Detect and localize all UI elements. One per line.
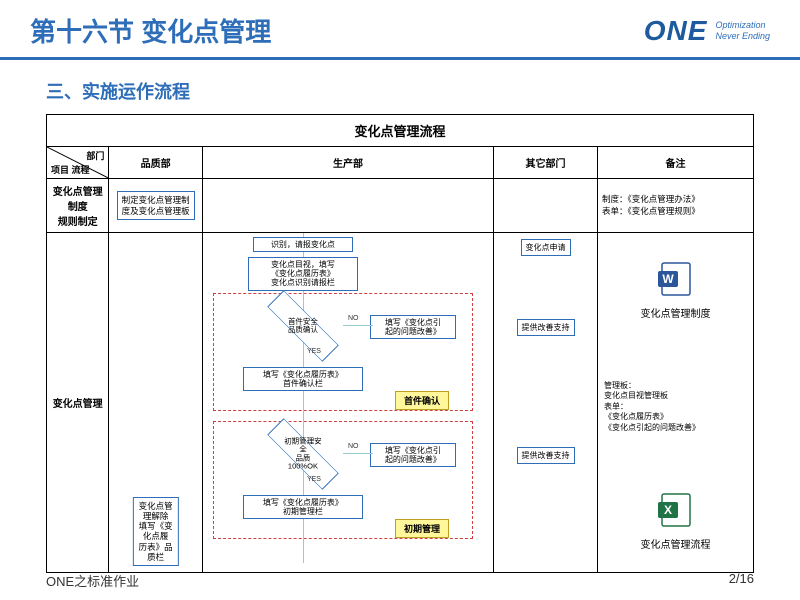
- diag-bottom-label: 项目 流程: [51, 163, 90, 176]
- node-issue2: 填写《变化点引 起的问题改善》: [370, 443, 456, 467]
- logo-text: ONE: [644, 15, 708, 47]
- badge-first: 首件确认: [395, 391, 449, 410]
- qc-policy-box: 制定变化点管理制 度及变化点管理板: [117, 191, 195, 219]
- footer-right: 2/16: [729, 571, 754, 590]
- line-no1: [343, 325, 373, 326]
- diamond-initial-check: 初期管理安全 品质100%OK: [264, 433, 342, 475]
- diag-header-cell: 部门 项目 流程: [47, 147, 109, 179]
- footer-left: ONE之标准作业: [46, 571, 139, 590]
- note1-line1: 制度：《变化点管理办法》: [602, 194, 749, 205]
- row2-label: 变化点管理: [47, 233, 109, 573]
- table-main-header: 变化点管理流程: [47, 115, 754, 147]
- note1-line2: 表单：《变化点管理规则》: [602, 206, 749, 217]
- row1-other-cell: [494, 179, 598, 233]
- page-title: 第十六节 变化点管理: [30, 12, 271, 49]
- badge-initial: 初期管理: [395, 519, 449, 538]
- col-header-qc: 品质部: [109, 147, 203, 179]
- tagline-line2: Never Ending: [715, 31, 770, 42]
- node-issue1: 填写《变化点引 起的问题改善》: [370, 315, 456, 339]
- excel-icon: X: [656, 490, 696, 530]
- other-support1-box: 提供改善支持: [517, 319, 575, 336]
- row1-prod-cell: [202, 179, 493, 233]
- flow-table-wrap: 变化点管理流程 部门 项目 流程 品质部 生产部 其它部门 备注 变化点管理制度…: [46, 114, 754, 573]
- col-header-prod: 生产部: [202, 147, 493, 179]
- section-title: 三、实施运作流程: [0, 60, 800, 114]
- flow-table: 变化点管理流程 部门 项目 流程 品质部 生产部 其它部门 备注 变化点管理制度…: [46, 114, 754, 573]
- row1-label: 变化点管理制度 规则制定: [47, 179, 109, 233]
- diag-top-label: 部门: [86, 149, 104, 162]
- row1-note-cell: 制度：《变化点管理办法》 表单：《变化点管理规则》: [598, 179, 754, 233]
- page-footer: ONE之标准作业 2/16: [0, 571, 800, 590]
- logo-block: ONE Optimization Never Ending: [644, 15, 770, 47]
- label-no-2: NO: [348, 443, 359, 450]
- logo-tagline: Optimization Never Ending: [715, 20, 770, 42]
- node-fill-initial: 填写《变化点履历表》 初期管理栏: [243, 495, 363, 519]
- svg-text:X: X: [663, 503, 671, 517]
- label-yes-1: YES: [307, 348, 321, 355]
- node-visualize: 变化点目视，填写 《变化点履历表》 变化点识别请报栏: [248, 257, 358, 291]
- label-yes-2: YES: [307, 476, 321, 483]
- note-doc1-block: W 变化点管理制度: [604, 259, 747, 320]
- col-header-other: 其它部门: [494, 147, 598, 179]
- other-support2-box: 提供改善支持: [517, 447, 575, 464]
- row2-note-cell: W 变化点管理制度 管理板： 变化点目视管理板 表单： 《变化点履历表》 《变化…: [598, 233, 754, 573]
- word-icon: W: [656, 259, 696, 299]
- diamond-first-check: 首件安全 品质确认: [264, 305, 342, 347]
- row1-qc-cell: 制定变化点管理制 度及变化点管理板: [109, 179, 203, 233]
- page-header: 第十六节 变化点管理 ONE Optimization Never Ending: [0, 0, 800, 60]
- note-doc2-block: X 变化点管理流程: [604, 490, 747, 551]
- svg-text:W: W: [662, 272, 674, 286]
- col-header-note: 备注: [598, 147, 754, 179]
- row2-other-cell: 变化点申请 提供改善支持 提供改善支持: [494, 233, 598, 573]
- qc-release-box: 变化点管理解除 填写《变化点履 历表》品质栏: [133, 497, 179, 566]
- note-doc1-label: 变化点管理制度: [641, 305, 711, 320]
- line-no2: [343, 453, 373, 454]
- other-apply-box: 变化点申请: [521, 239, 571, 256]
- tagline-line1: Optimization: [715, 20, 770, 31]
- row2-qc-cell: 变化点管理解除 填写《变化点履 历表》品质栏: [109, 233, 203, 573]
- node-identify: 识别，请报变化点: [253, 237, 353, 252]
- mgmt-board-text: 管理板： 变化点目视管理板 表单： 《变化点履历表》 《变化点引起的问题改善》: [604, 381, 700, 433]
- row2-prod-cell: 识别，请报变化点 变化点目视，填写 《变化点履历表》 变化点识别请报栏 首件安全…: [202, 233, 493, 573]
- node-fill-first: 填写《变化点履历表》 首件确认栏: [243, 367, 363, 391]
- note-doc2-label: 变化点管理流程: [641, 536, 711, 551]
- label-no-1: NO: [348, 315, 359, 322]
